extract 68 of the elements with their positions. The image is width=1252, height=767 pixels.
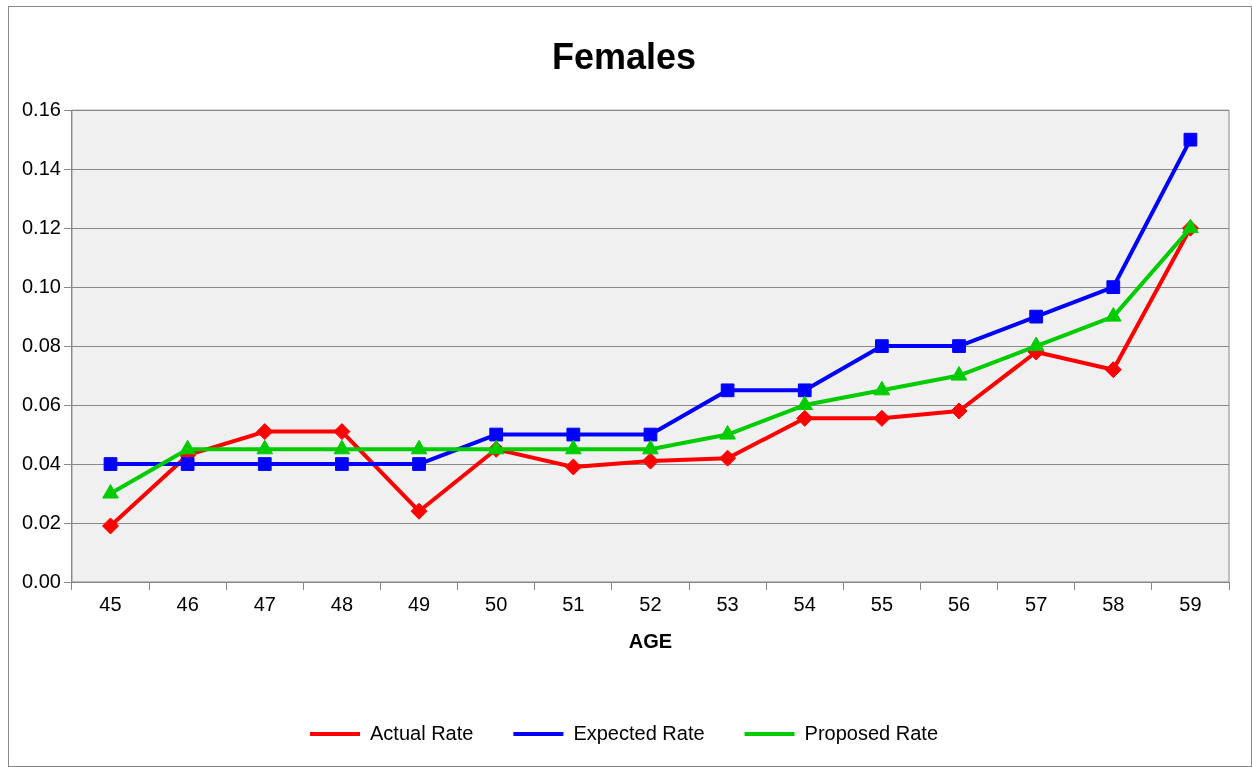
y-tick-label: 0.02 <box>21 510 61 533</box>
point <box>642 439 659 455</box>
x-tick-label: 55 <box>870 592 893 615</box>
x-tick-label: 59 <box>1179 592 1202 615</box>
point <box>410 439 428 455</box>
point <box>950 366 968 381</box>
x-tick-label: 47 <box>253 592 276 615</box>
x-tick-label: 52 <box>639 592 662 615</box>
point <box>873 380 891 396</box>
point <box>257 457 272 471</box>
y-tick-label: 0.04 <box>21 451 61 474</box>
point <box>564 458 582 476</box>
point <box>565 439 582 455</box>
y-tick-label: 0.16 <box>21 97 61 120</box>
x-tick-label: 51 <box>562 592 585 615</box>
legend-label: Actual Rate <box>370 721 474 744</box>
point <box>102 517 119 535</box>
x-tick-label: 58 <box>1102 592 1125 615</box>
point <box>875 339 889 353</box>
y-tick-label: 0.10 <box>21 274 61 297</box>
y-tick-label: 0.12 <box>21 215 61 238</box>
y-tick-label: 0.00 <box>21 569 61 592</box>
point <box>720 383 735 398</box>
point <box>873 409 891 427</box>
x-tick-label: 54 <box>793 592 816 615</box>
point <box>412 457 426 471</box>
y-tick-label: 0.06 <box>21 392 61 415</box>
x-tick-label: 57 <box>1025 592 1048 615</box>
point <box>641 452 659 470</box>
point <box>950 402 968 420</box>
x-tick-label: 50 <box>485 592 508 615</box>
point <box>797 383 812 398</box>
point <box>256 423 274 441</box>
point <box>489 427 504 442</box>
point <box>1106 280 1121 294</box>
point <box>1027 336 1045 352</box>
point <box>796 395 814 411</box>
x-tick-label: 49 <box>407 592 431 615</box>
point <box>410 502 428 520</box>
y-tick-label: 0.14 <box>21 156 61 179</box>
point <box>179 439 196 455</box>
point <box>103 457 118 471</box>
x-tick-label: 53 <box>716 592 739 615</box>
point <box>102 484 119 499</box>
point <box>796 409 814 427</box>
point <box>256 439 274 455</box>
point <box>333 423 351 441</box>
legend-label: Expected Rate <box>573 721 705 744</box>
legend-label: Proposed Rate <box>804 721 938 744</box>
x-axis-title: AGE <box>628 629 673 652</box>
point <box>952 339 966 353</box>
point <box>1104 361 1122 379</box>
point <box>180 457 195 471</box>
x-tick-label: 56 <box>947 592 971 615</box>
point <box>333 439 351 455</box>
point <box>1105 307 1122 322</box>
x-tick-label: 45 <box>99 592 122 615</box>
point <box>719 449 737 467</box>
point <box>643 427 658 442</box>
point <box>335 457 349 471</box>
point <box>1029 309 1044 324</box>
point <box>566 427 581 442</box>
x-tick-label: 48 <box>330 592 354 615</box>
chart-title: Females <box>551 35 697 77</box>
y-tick-label: 0.08 <box>21 333 61 356</box>
x-tick-label: 46 <box>176 592 199 615</box>
point <box>719 425 736 440</box>
point <box>1183 132 1198 147</box>
